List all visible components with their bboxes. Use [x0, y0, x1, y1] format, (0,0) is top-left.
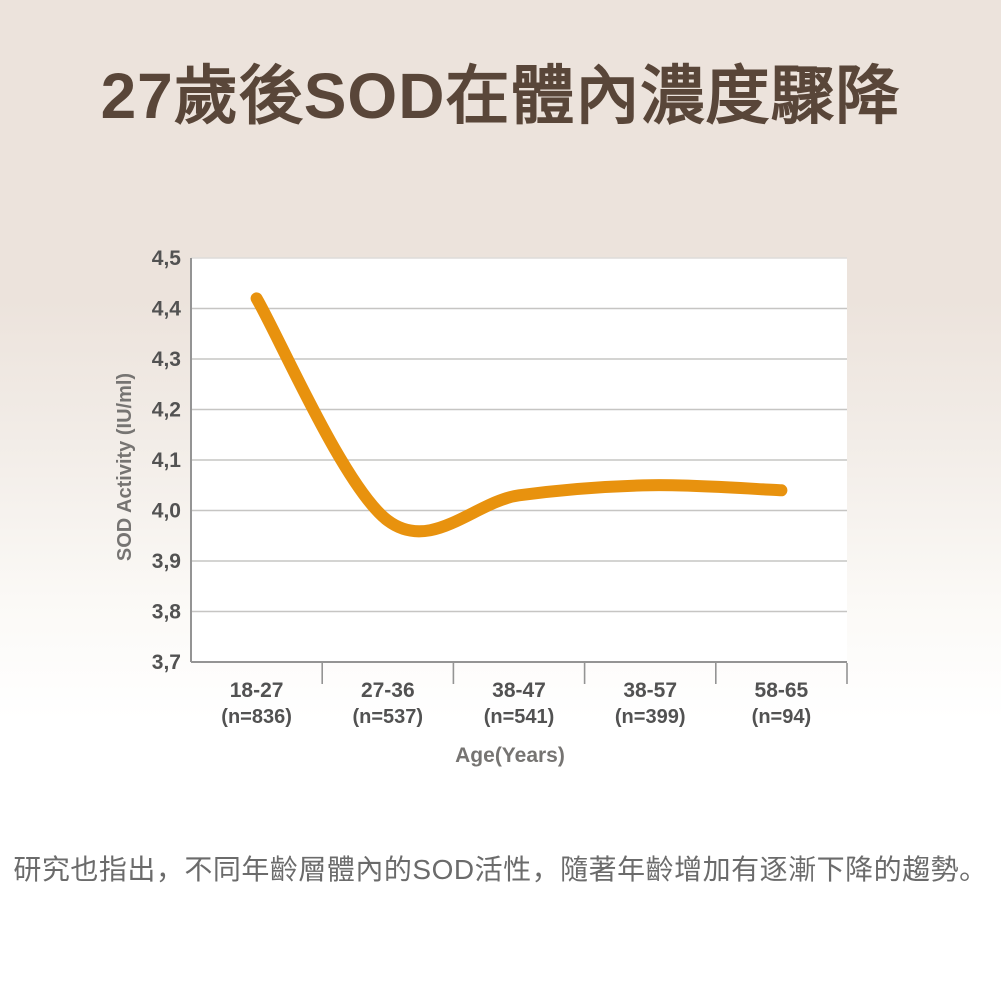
x-tick-label-n: (n=537): [353, 706, 424, 728]
y-tick-label: 4,5: [152, 247, 182, 270]
x-tick-label-range: 27-36: [361, 679, 415, 702]
y-tick-label: 4,4: [152, 298, 182, 321]
y-tick-label: 4,0: [152, 500, 181, 523]
sod-activity-series-line: [250, 292, 788, 538]
x-tick-label-n: (n=399): [615, 706, 686, 728]
x-tick-label-n: (n=836): [221, 706, 292, 728]
x-tick-label-range: 38-47: [492, 679, 546, 702]
y-axis-title: SOD Activity (IU/ml): [114, 373, 136, 561]
x-tick-label-range: 38-57: [623, 679, 677, 702]
x-tick-label-range: 18-27: [230, 679, 284, 702]
x-tick-label-n: (n=94): [752, 706, 811, 728]
x-tick-label-range: 58-65: [755, 679, 809, 702]
y-tick-label: 4,1: [152, 449, 182, 472]
x-tick-label-n: (n=541): [484, 706, 555, 728]
y-tick-label: 3,7: [152, 651, 181, 674]
y-tick-label: 4,3: [152, 348, 181, 371]
y-tick-label: 4,2: [152, 399, 181, 422]
page-title: 27歲後SOD在體內濃度驟降: [100, 60, 901, 132]
y-tick-label: 3,9: [152, 550, 181, 573]
x-axis-title: Age(Years): [455, 744, 565, 767]
y-tick-label: 3,8: [152, 601, 182, 624]
caption-text: 研究也指出，不同年齡層體內的SOD活性，隨著年齡增加有逐漸下降的趨勢。: [13, 854, 988, 885]
